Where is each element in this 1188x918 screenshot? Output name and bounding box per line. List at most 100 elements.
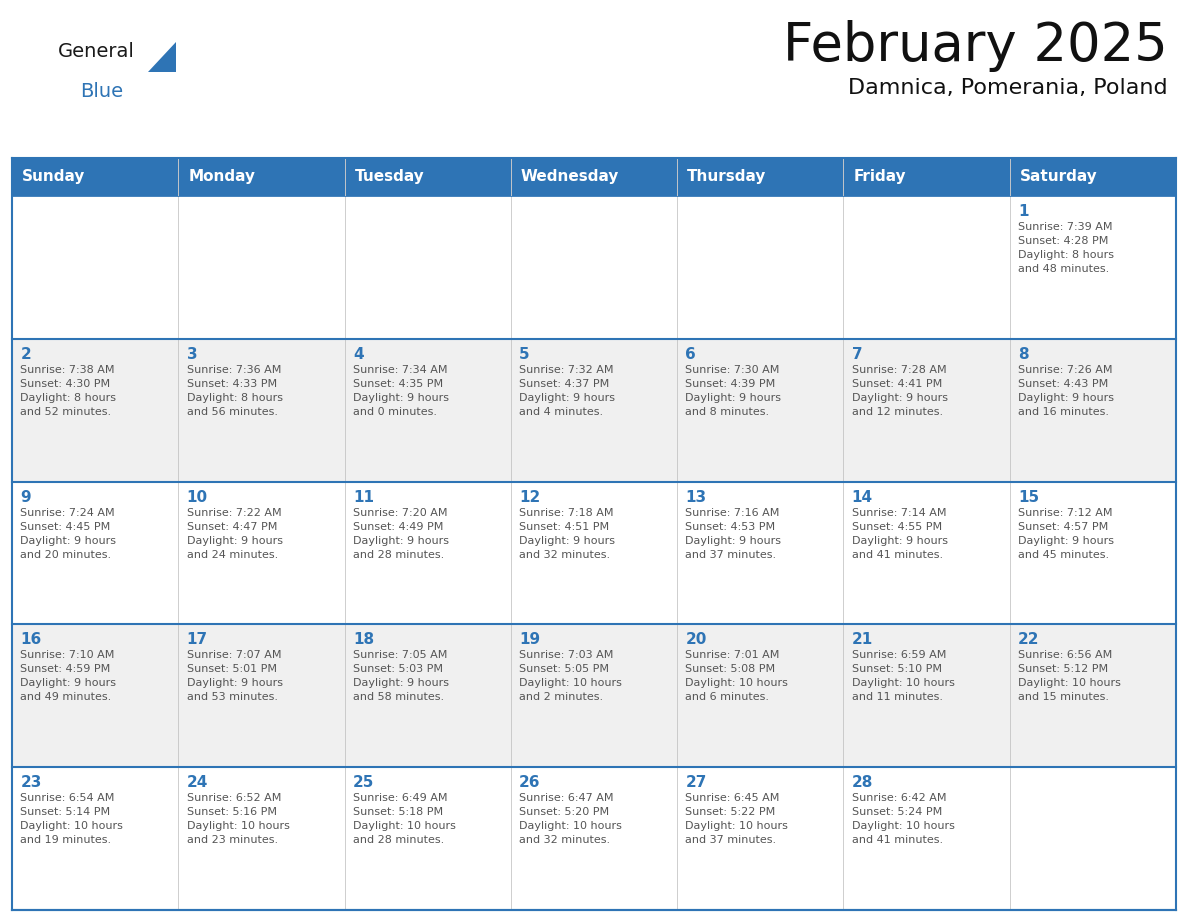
Text: Sunrise: 7:30 AM
Sunset: 4:39 PM
Daylight: 9 hours
and 8 minutes.: Sunrise: 7:30 AM Sunset: 4:39 PM Dayligh… (685, 364, 782, 417)
Bar (1010, 624, 1176, 767)
Text: 19: 19 (519, 633, 541, 647)
Bar (178, 339, 345, 482)
Bar (178, 624, 345, 767)
Bar (677, 339, 843, 482)
Text: 8: 8 (1018, 347, 1029, 362)
Text: Sunrise: 7:28 AM
Sunset: 4:41 PM
Daylight: 9 hours
and 12 minutes.: Sunrise: 7:28 AM Sunset: 4:41 PM Dayligh… (852, 364, 948, 417)
Text: Sunrise: 7:12 AM
Sunset: 4:57 PM
Daylight: 9 hours
and 45 minutes.: Sunrise: 7:12 AM Sunset: 4:57 PM Dayligh… (1018, 508, 1114, 560)
Text: February 2025: February 2025 (783, 20, 1168, 72)
Text: Sunrise: 7:32 AM
Sunset: 4:37 PM
Daylight: 9 hours
and 4 minutes.: Sunrise: 7:32 AM Sunset: 4:37 PM Dayligh… (519, 364, 615, 417)
Bar (178, 482, 345, 624)
Text: Sunrise: 7:16 AM
Sunset: 4:53 PM
Daylight: 9 hours
and 37 minutes.: Sunrise: 7:16 AM Sunset: 4:53 PM Dayligh… (685, 508, 782, 560)
Text: 13: 13 (685, 489, 707, 505)
Bar (843, 339, 1010, 482)
Text: Tuesday: Tuesday (354, 170, 424, 185)
Bar (1010, 482, 1176, 624)
Text: 6: 6 (685, 347, 696, 362)
Text: Sunrise: 7:38 AM
Sunset: 4:30 PM
Daylight: 8 hours
and 52 minutes.: Sunrise: 7:38 AM Sunset: 4:30 PM Dayligh… (20, 364, 116, 417)
Bar (843, 767, 1010, 910)
Bar (12, 767, 178, 910)
Text: 20: 20 (685, 633, 707, 647)
Text: Sunrise: 7:39 AM
Sunset: 4:28 PM
Daylight: 8 hours
and 48 minutes.: Sunrise: 7:39 AM Sunset: 4:28 PM Dayligh… (1018, 222, 1114, 274)
Text: Sunrise: 7:18 AM
Sunset: 4:51 PM
Daylight: 9 hours
and 32 minutes.: Sunrise: 7:18 AM Sunset: 4:51 PM Dayligh… (519, 508, 615, 560)
Text: General: General (58, 42, 135, 61)
Bar (345, 158, 511, 196)
Bar (345, 767, 511, 910)
Text: Sunrise: 6:54 AM
Sunset: 5:14 PM
Daylight: 10 hours
and 19 minutes.: Sunrise: 6:54 AM Sunset: 5:14 PM Dayligh… (20, 793, 124, 845)
Bar (12, 339, 178, 482)
Polygon shape (148, 42, 176, 72)
Bar (345, 624, 511, 767)
Text: 12: 12 (519, 489, 541, 505)
Text: Sunrise: 6:59 AM
Sunset: 5:10 PM
Daylight: 10 hours
and 11 minutes.: Sunrise: 6:59 AM Sunset: 5:10 PM Dayligh… (852, 650, 955, 702)
Text: 17: 17 (187, 633, 208, 647)
Text: 25: 25 (353, 775, 374, 790)
Text: Sunrise: 6:56 AM
Sunset: 5:12 PM
Daylight: 10 hours
and 15 minutes.: Sunrise: 6:56 AM Sunset: 5:12 PM Dayligh… (1018, 650, 1121, 702)
Bar (677, 767, 843, 910)
Bar (843, 196, 1010, 339)
Text: 10: 10 (187, 489, 208, 505)
Text: Blue: Blue (80, 82, 124, 101)
Text: Sunrise: 7:03 AM
Sunset: 5:05 PM
Daylight: 10 hours
and 2 minutes.: Sunrise: 7:03 AM Sunset: 5:05 PM Dayligh… (519, 650, 623, 702)
Text: Wednesday: Wednesday (520, 170, 619, 185)
Text: Saturday: Saturday (1019, 170, 1098, 185)
Bar (345, 482, 511, 624)
Bar (1010, 158, 1176, 196)
Bar (677, 158, 843, 196)
Text: 2: 2 (20, 347, 31, 362)
Text: Friday: Friday (853, 170, 906, 185)
Text: Sunrise: 7:07 AM
Sunset: 5:01 PM
Daylight: 9 hours
and 53 minutes.: Sunrise: 7:07 AM Sunset: 5:01 PM Dayligh… (187, 650, 283, 702)
Text: 9: 9 (20, 489, 31, 505)
Text: Sunrise: 6:47 AM
Sunset: 5:20 PM
Daylight: 10 hours
and 32 minutes.: Sunrise: 6:47 AM Sunset: 5:20 PM Dayligh… (519, 793, 623, 845)
Bar (1010, 767, 1176, 910)
Text: 14: 14 (852, 489, 873, 505)
Bar (1010, 339, 1176, 482)
Bar (178, 767, 345, 910)
Text: 27: 27 (685, 775, 707, 790)
Text: 4: 4 (353, 347, 364, 362)
Bar (511, 158, 677, 196)
Text: 3: 3 (187, 347, 197, 362)
Text: Sunrise: 7:22 AM
Sunset: 4:47 PM
Daylight: 9 hours
and 24 minutes.: Sunrise: 7:22 AM Sunset: 4:47 PM Dayligh… (187, 508, 283, 560)
Text: Monday: Monday (188, 170, 255, 185)
Text: Sunrise: 7:05 AM
Sunset: 5:03 PM
Daylight: 9 hours
and 58 minutes.: Sunrise: 7:05 AM Sunset: 5:03 PM Dayligh… (353, 650, 449, 702)
Bar (677, 196, 843, 339)
Bar (12, 482, 178, 624)
Bar (12, 158, 178, 196)
Text: 11: 11 (353, 489, 374, 505)
Text: Sunrise: 7:20 AM
Sunset: 4:49 PM
Daylight: 9 hours
and 28 minutes.: Sunrise: 7:20 AM Sunset: 4:49 PM Dayligh… (353, 508, 449, 560)
Text: Sunrise: 7:36 AM
Sunset: 4:33 PM
Daylight: 8 hours
and 56 minutes.: Sunrise: 7:36 AM Sunset: 4:33 PM Dayligh… (187, 364, 283, 417)
Bar (511, 482, 677, 624)
Text: 26: 26 (519, 775, 541, 790)
Text: Sunrise: 6:52 AM
Sunset: 5:16 PM
Daylight: 10 hours
and 23 minutes.: Sunrise: 6:52 AM Sunset: 5:16 PM Dayligh… (187, 793, 290, 845)
Text: Sunrise: 6:42 AM
Sunset: 5:24 PM
Daylight: 10 hours
and 41 minutes.: Sunrise: 6:42 AM Sunset: 5:24 PM Dayligh… (852, 793, 955, 845)
Text: Sunrise: 7:26 AM
Sunset: 4:43 PM
Daylight: 9 hours
and 16 minutes.: Sunrise: 7:26 AM Sunset: 4:43 PM Dayligh… (1018, 364, 1114, 417)
Bar (511, 339, 677, 482)
Bar (843, 158, 1010, 196)
Bar (345, 339, 511, 482)
Text: Sunrise: 7:01 AM
Sunset: 5:08 PM
Daylight: 10 hours
and 6 minutes.: Sunrise: 7:01 AM Sunset: 5:08 PM Dayligh… (685, 650, 789, 702)
Bar (511, 196, 677, 339)
Bar (843, 482, 1010, 624)
Text: 24: 24 (187, 775, 208, 790)
Bar (677, 482, 843, 624)
Bar (1010, 196, 1176, 339)
Bar (12, 196, 178, 339)
Text: 18: 18 (353, 633, 374, 647)
Text: 23: 23 (20, 775, 42, 790)
Text: 22: 22 (1018, 633, 1040, 647)
Text: Sunrise: 7:10 AM
Sunset: 4:59 PM
Daylight: 9 hours
and 49 minutes.: Sunrise: 7:10 AM Sunset: 4:59 PM Dayligh… (20, 650, 116, 702)
Text: 21: 21 (852, 633, 873, 647)
Text: Sunrise: 6:45 AM
Sunset: 5:22 PM
Daylight: 10 hours
and 37 minutes.: Sunrise: 6:45 AM Sunset: 5:22 PM Dayligh… (685, 793, 789, 845)
Text: 5: 5 (519, 347, 530, 362)
Text: Sunrise: 7:34 AM
Sunset: 4:35 PM
Daylight: 9 hours
and 0 minutes.: Sunrise: 7:34 AM Sunset: 4:35 PM Dayligh… (353, 364, 449, 417)
Text: 28: 28 (852, 775, 873, 790)
Bar (511, 624, 677, 767)
Bar (843, 624, 1010, 767)
Bar (677, 624, 843, 767)
Bar (511, 767, 677, 910)
Text: Thursday: Thursday (687, 170, 766, 185)
Bar (178, 158, 345, 196)
Text: 7: 7 (852, 347, 862, 362)
Text: 16: 16 (20, 633, 42, 647)
